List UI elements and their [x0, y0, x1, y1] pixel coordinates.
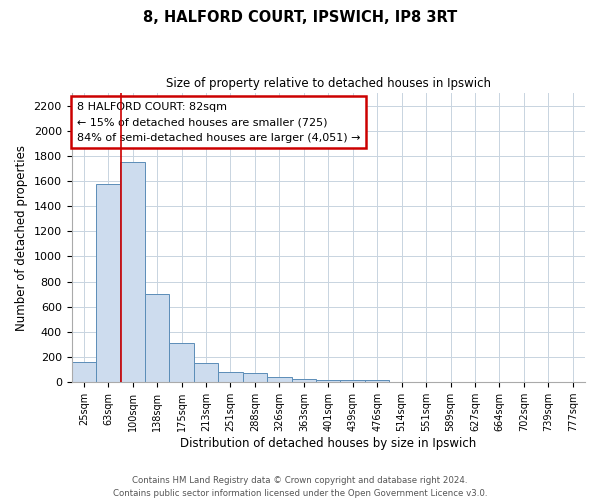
Title: Size of property relative to detached houses in Ipswich: Size of property relative to detached ho… [166, 78, 491, 90]
Bar [292, 379, 316, 382]
X-axis label: Distribution of detached houses by size in Ipswich: Distribution of detached houses by size … [180, 437, 476, 450]
Bar [267, 377, 292, 382]
Bar [218, 372, 242, 382]
Text: 8, HALFORD COURT, IPSWICH, IP8 3RT: 8, HALFORD COURT, IPSWICH, IP8 3RT [143, 10, 457, 25]
Bar [71, 362, 96, 382]
Bar [365, 380, 389, 382]
Bar [145, 294, 169, 382]
Bar [96, 184, 121, 382]
Bar [242, 373, 267, 382]
Text: Contains HM Land Registry data © Crown copyright and database right 2024.
Contai: Contains HM Land Registry data © Crown c… [113, 476, 487, 498]
Bar [169, 342, 194, 382]
Bar [194, 362, 218, 382]
Bar [316, 380, 340, 382]
Y-axis label: Number of detached properties: Number of detached properties [15, 144, 28, 330]
Text: 8 HALFORD COURT: 82sqm
← 15% of detached houses are smaller (725)
84% of semi-de: 8 HALFORD COURT: 82sqm ← 15% of detached… [77, 102, 360, 143]
Bar [340, 380, 365, 382]
Bar [121, 162, 145, 382]
